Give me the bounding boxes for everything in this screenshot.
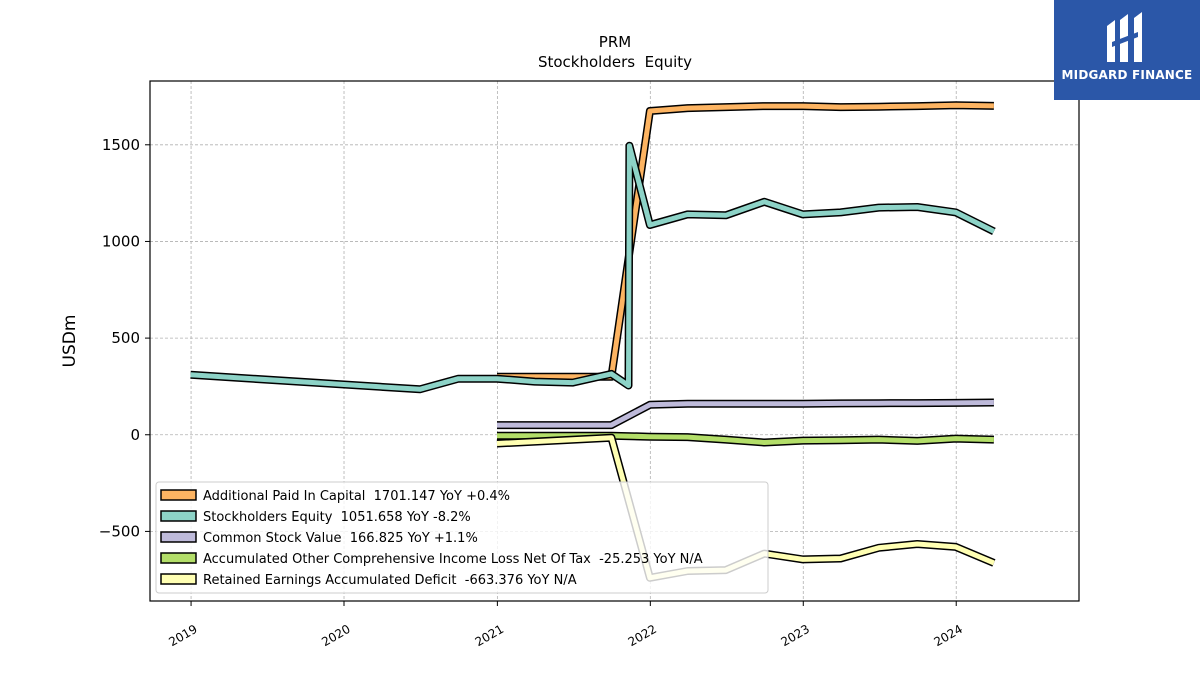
legend: Additional Paid In Capital 1701.147 YoY … — [155, 481, 769, 594]
y-tick-label: −500 — [99, 522, 140, 540]
series-line-outline — [497, 101, 994, 381]
legend-entry-label: Common Stock Value 166.825 YoY +1.1% — [203, 531, 478, 546]
legend-swatch — [160, 489, 197, 501]
series-0 — [497, 101, 994, 381]
series-line-outline — [190, 141, 996, 394]
legend-swatch — [160, 531, 197, 543]
legend-entry-label: Stockholders Equity 1051.658 YoY -8.2% — [203, 510, 471, 525]
series-line — [497, 400, 994, 428]
axis-ticks: −500 0 500 1000 1500 2019 2020 2021 2022 2023 2024 — [99, 136, 965, 649]
legend-entry-label: Accumulated Other Comprehensive Income L… — [203, 552, 703, 567]
series-layer — [190, 101, 996, 582]
grid-lines — [150, 81, 1079, 601]
brand-name: MIDGARD FINANCE — [1061, 68, 1193, 82]
legend-swatch — [160, 573, 197, 585]
legend-swatch — [160, 552, 197, 564]
chart-subtitle: Stockholders Equity — [538, 53, 692, 71]
legend-entry-label: Additional Paid In Capital 1701.147 YoY … — [203, 489, 510, 504]
series-line — [497, 433, 994, 445]
legend-entry-label: Retained Earnings Accumulated Deficit -6… — [203, 573, 577, 588]
chart-title: PRM — [599, 33, 631, 51]
x-tick-label: 2023 — [779, 622, 812, 649]
legend-swatch — [160, 510, 197, 522]
series-line — [190, 143, 996, 392]
plot-area-frame — [149, 80, 1080, 602]
x-tick-label: 2021 — [473, 622, 506, 649]
legend-box — [155, 481, 769, 594]
y-tick-label: 500 — [111, 329, 140, 347]
y-tick-label: 1500 — [102, 136, 140, 154]
x-tick-label: 2024 — [931, 622, 964, 649]
x-tick-label: 2020 — [319, 622, 352, 649]
brand-logo: MIDGARD FINANCE — [1054, 0, 1200, 100]
series-1 — [190, 141, 996, 394]
x-tick-label: 2019 — [166, 622, 199, 649]
x-tick-label: 2022 — [626, 622, 659, 649]
brand-mark-icon — [1107, 12, 1142, 62]
series-3 — [497, 431, 995, 447]
series-2 — [497, 398, 994, 430]
y-tick-label: 1000 — [102, 232, 140, 250]
y-tick-label: 0 — [130, 426, 140, 444]
y-axis-label: USDm — [60, 315, 80, 368]
series-line — [497, 102, 994, 380]
